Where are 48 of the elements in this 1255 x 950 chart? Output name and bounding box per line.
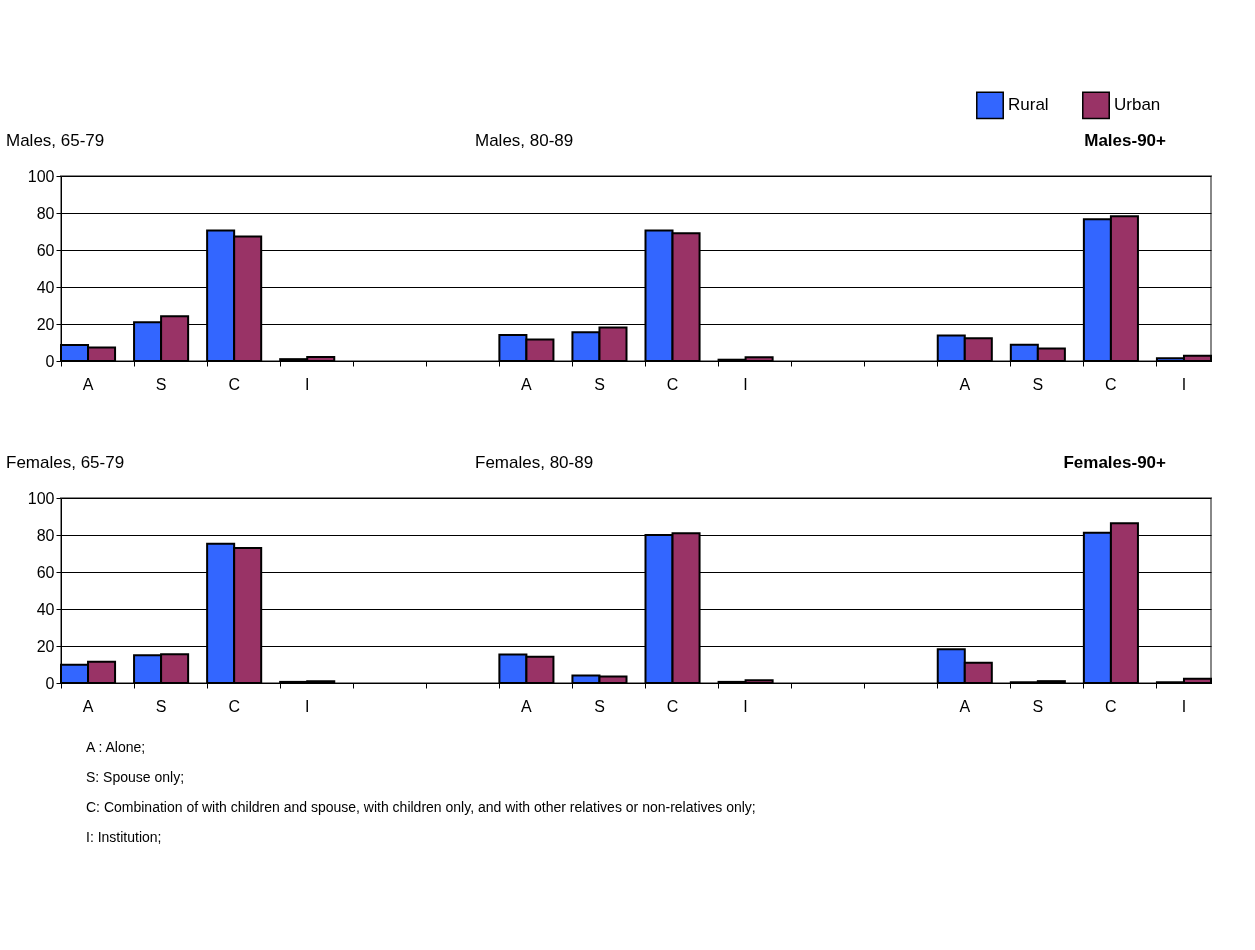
text: Females, 65-79 — [6, 453, 125, 472]
x-tick-label: A — [959, 375, 971, 393]
y-tick-label: 40 — [36, 278, 55, 296]
x-tick-label: A — [82, 375, 94, 393]
x-tick-label: C — [228, 375, 240, 393]
x-tick-label: A — [521, 697, 533, 715]
y-tick-label: 100 — [27, 167, 55, 185]
y-tick-label: 80 — [36, 204, 55, 222]
text: Males, 80-89 — [475, 131, 574, 150]
text: S: Spouse only; — [86, 769, 185, 785]
y-tick-label: 40 — [36, 600, 55, 618]
x-tick-label: S — [1032, 375, 1044, 393]
y-tick-label: 20 — [36, 315, 55, 333]
x-tick-label: I — [1181, 375, 1187, 393]
text: Males, 65-79 — [6, 131, 105, 150]
x-tick-label: S — [594, 375, 605, 393]
x-tick-label: I — [304, 697, 310, 715]
x-tick-label: A — [521, 375, 533, 393]
x-tick-label: S — [155, 375, 167, 393]
x-tick-label: C — [1105, 375, 1117, 393]
x-tick-label: S — [155, 697, 167, 715]
x-tick-label: I — [743, 697, 748, 715]
y-tick-label: 0 — [45, 674, 55, 692]
legend-label: Urban — [1114, 95, 1161, 115]
y-tick-label: 80 — [36, 526, 55, 544]
text: Males-90+ — [1084, 131, 1167, 150]
y-tick-label: 100 — [27, 489, 55, 507]
x-tick-label: S — [594, 697, 605, 715]
legend-label: Rural — [1008, 95, 1049, 115]
x-tick-label: C — [666, 375, 679, 393]
text: C: Combination of with children and spouse, with children only, and with other relatives or non-relatives only; — [86, 799, 756, 815]
text: A : Alone; — [86, 739, 146, 755]
x-tick-label: C — [1105, 697, 1117, 715]
x-tick-label: A — [959, 697, 971, 715]
y-tick-label: 0 — [45, 352, 55, 370]
x-tick-label: I — [743, 375, 748, 393]
x-tick-label: C — [666, 697, 679, 715]
x-tick-label: S — [1032, 697, 1044, 715]
text: Females, 80-89 — [475, 453, 594, 472]
text: I: Institution; — [86, 829, 162, 845]
x-tick-label: I — [1181, 697, 1187, 715]
text: Females-90+ — [1063, 453, 1167, 472]
y-tick-label: 20 — [36, 637, 55, 655]
y-tick-label: 60 — [36, 563, 55, 581]
x-tick-label: A — [82, 697, 94, 715]
x-tick-label: I — [304, 375, 310, 393]
y-tick-label: 60 — [36, 241, 55, 259]
x-tick-label: C — [228, 697, 240, 715]
